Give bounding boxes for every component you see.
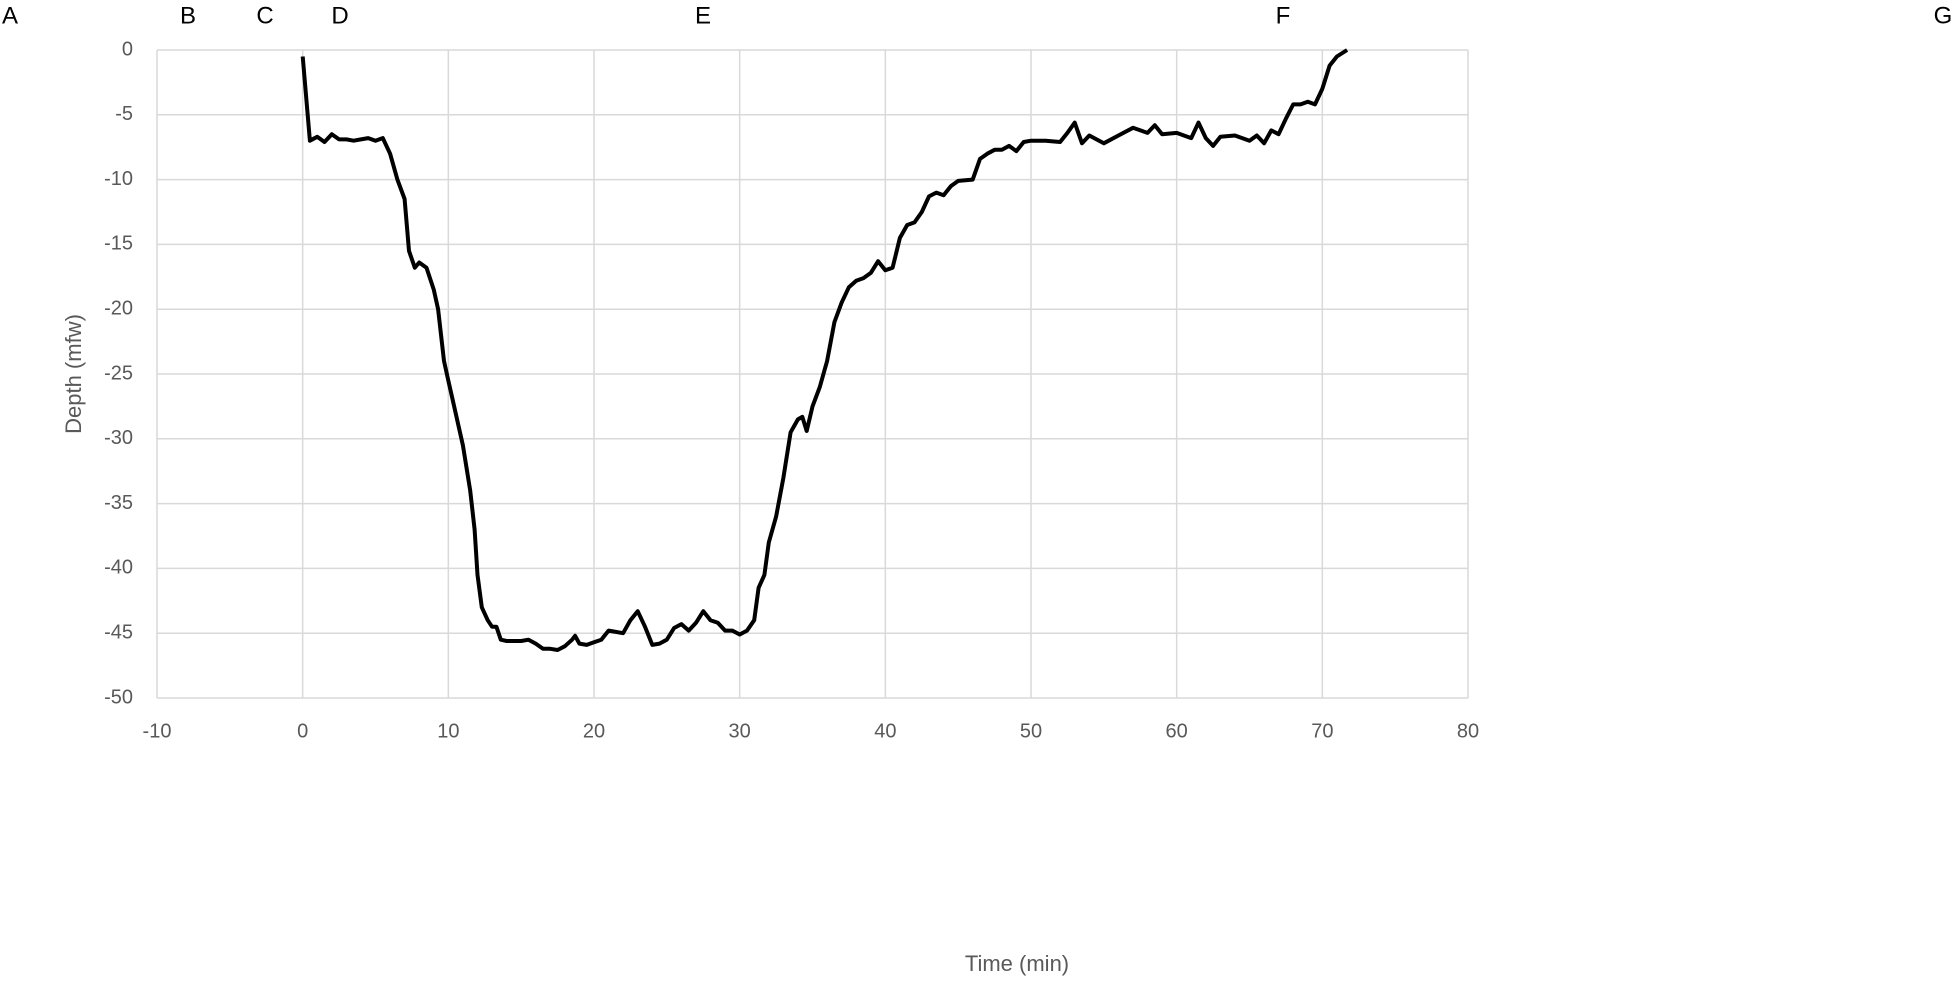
y-tick-label: -15 (104, 233, 133, 255)
x-tick-label: 60 (1166, 720, 1188, 742)
y-tick-label: -5 (115, 103, 133, 125)
x-tick-label: 0 (297, 720, 308, 742)
y-tick-label: -10 (104, 168, 133, 190)
y-tick-label: -50 (104, 686, 133, 708)
annotation: C (256, 2, 273, 29)
y-tick-label: -30 (104, 427, 133, 449)
y-tick-label: -25 (104, 362, 133, 384)
annotation: D (331, 2, 348, 29)
x-axis-title: Time (min) (965, 951, 1069, 976)
y-tick-label: 0 (122, 38, 133, 60)
y-tick-label: -45 (104, 621, 133, 643)
x-tick-label: 80 (1457, 720, 1479, 742)
x-tick-label: 70 (1311, 720, 1333, 742)
x-tick-label: 30 (729, 720, 751, 742)
x-tick-label: 10 (437, 720, 459, 742)
annotation: E (695, 2, 711, 29)
data-line (300, 48, 1349, 652)
annotation: F (1276, 2, 1291, 29)
annotation: B (180, 2, 196, 29)
x-tick-label: 50 (1020, 720, 1042, 742)
y-axis-title: Depth (mfw) (61, 314, 86, 434)
y-tick-label: -40 (104, 557, 133, 579)
x-tick-label: 20 (583, 720, 605, 742)
annotation: G (1934, 2, 1953, 29)
y-tick-label: -20 (104, 297, 133, 319)
y-tick-label: -35 (104, 492, 133, 514)
annotation: A (2, 2, 18, 29)
x-tick-label: -10 (143, 720, 172, 742)
x-tick-label: 40 (874, 720, 896, 742)
